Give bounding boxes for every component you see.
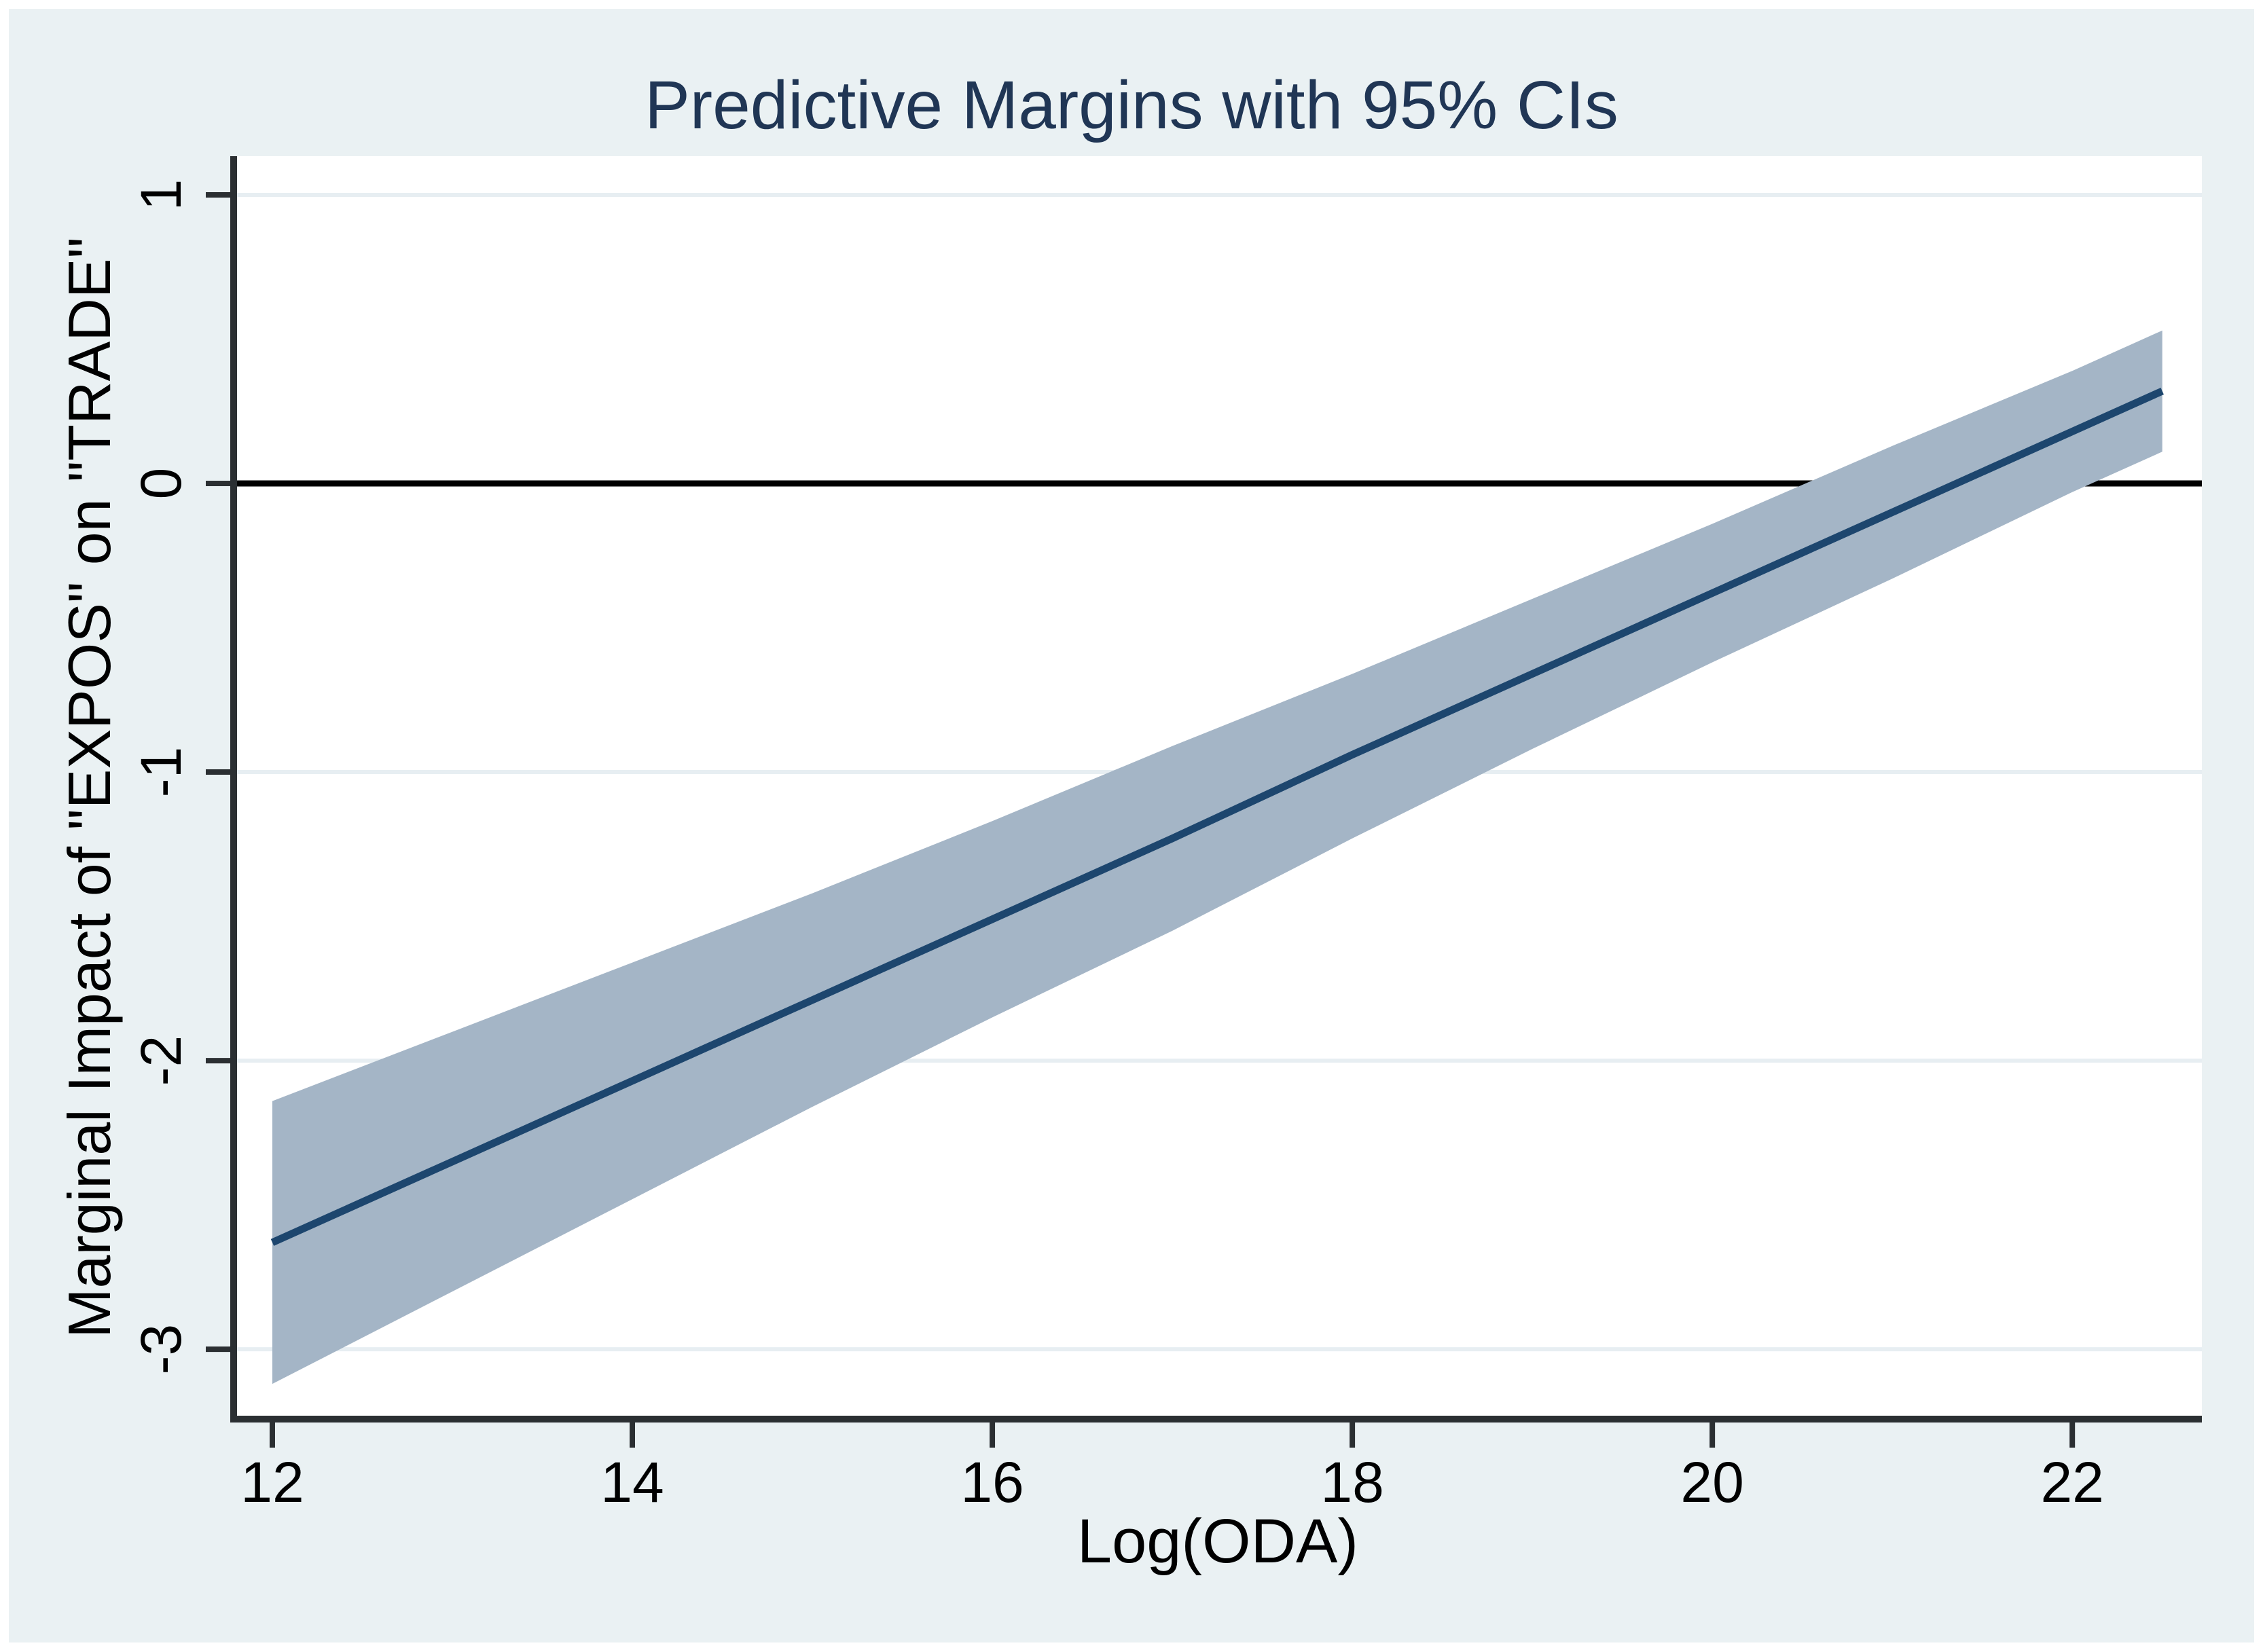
y-tick-label: -2 bbox=[129, 1035, 193, 1086]
x-tick-label: 22 bbox=[2040, 1450, 2103, 1514]
y-tick-label: 0 bbox=[129, 468, 193, 500]
y-tick-label: -3 bbox=[129, 1324, 193, 1375]
x-tick-label: 16 bbox=[960, 1450, 1024, 1514]
chart-title: Predictive Margins with 95% CIs bbox=[645, 67, 1618, 143]
y-tick-label: 1 bbox=[129, 179, 193, 211]
x-tick-label: 20 bbox=[1680, 1450, 1743, 1514]
x-tick-label: 12 bbox=[240, 1450, 304, 1514]
ci-band bbox=[272, 330, 2162, 1384]
margins-line bbox=[270, 387, 2164, 1246]
x-tick-label: 14 bbox=[600, 1450, 664, 1514]
x-axis-title: Log(ODA) bbox=[1076, 1507, 1359, 1576]
y-tick-label: -1 bbox=[129, 747, 193, 798]
x-tick-label: 18 bbox=[1320, 1450, 1383, 1514]
